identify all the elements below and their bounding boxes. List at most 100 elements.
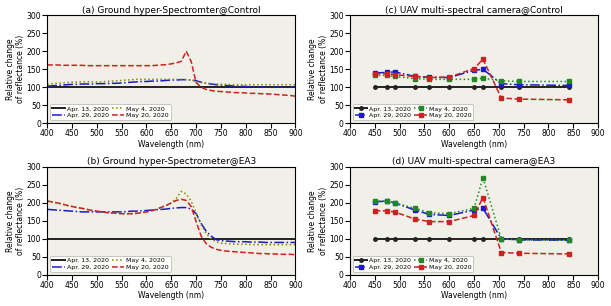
Apr. 13, 2020 [426, 237, 433, 241]
Apr. 29, 2020 [371, 200, 378, 204]
Apr. 29, 2020 [445, 214, 453, 217]
Apr. 29, 2020 [213, 83, 220, 87]
Apr. 29, 2020 [123, 210, 130, 213]
May 4, 2020 [391, 75, 398, 78]
Y-axis label: Relative change
of reflectance (%): Relative change of reflectance (%) [5, 187, 25, 255]
May 4, 2020 [291, 243, 299, 246]
Line: May 20, 2020: May 20, 2020 [47, 199, 295, 255]
Apr. 29, 2020 [213, 238, 220, 241]
Legend: Apr. 13, 2020, Apr. 29, 2020, May 4, 2020, May 20, 2020: Apr. 13, 2020, Apr. 29, 2020, May 4, 202… [353, 104, 474, 120]
May 4, 2020 [43, 83, 51, 86]
May 4, 2020 [384, 199, 391, 203]
May 4, 2020 [98, 210, 106, 214]
May 4, 2020 [123, 212, 130, 215]
X-axis label: Wavelength (nm): Wavelength (nm) [138, 140, 204, 149]
Line: May 4, 2020: May 4, 2020 [373, 176, 571, 242]
May 4, 2020 [515, 238, 522, 242]
May 20, 2020 [178, 197, 185, 201]
Apr. 29, 2020 [291, 241, 299, 244]
May 20, 2020 [411, 217, 419, 221]
May 20, 2020 [411, 75, 419, 78]
Apr. 29, 2020 [566, 238, 573, 242]
Y-axis label: Relative change
of reflectance (%): Relative change of reflectance (%) [5, 35, 25, 103]
May 20, 2020 [470, 67, 478, 70]
Apr. 13, 2020 [470, 237, 478, 241]
Apr. 29, 2020 [515, 83, 522, 87]
May 4, 2020 [566, 80, 573, 83]
May 4, 2020 [371, 73, 378, 77]
May 4, 2020 [566, 238, 573, 242]
Apr. 29, 2020 [411, 208, 419, 212]
May 20, 2020 [498, 96, 505, 100]
Apr. 29, 2020 [479, 207, 486, 210]
May 20, 2020 [213, 248, 220, 251]
Apr. 29, 2020 [470, 208, 478, 212]
Y-axis label: Relative change
of reflectance (%): Relative change of reflectance (%) [309, 35, 327, 103]
Title: (b) Ground hyper-Spectrometer@EA3: (b) Ground hyper-Spectrometer@EA3 [87, 157, 256, 166]
Apr. 13, 2020 [118, 85, 125, 89]
May 20, 2020 [566, 98, 573, 102]
Apr. 13, 2020 [371, 85, 378, 89]
May 20, 2020 [43, 199, 51, 203]
May 20, 2020 [498, 251, 505, 254]
May 4, 2020 [43, 199, 51, 203]
Apr. 29, 2020 [445, 76, 453, 79]
Apr. 29, 2020 [391, 70, 398, 74]
May 4, 2020 [445, 77, 453, 81]
Line: Apr. 13, 2020: Apr. 13, 2020 [373, 85, 571, 89]
May 20, 2020 [213, 89, 220, 93]
Apr. 13, 2020 [445, 237, 453, 241]
Apr. 13, 2020 [515, 237, 522, 241]
May 20, 2020 [291, 253, 299, 256]
Apr. 13, 2020 [426, 85, 433, 89]
May 20, 2020 [391, 210, 398, 214]
May 20, 2020 [43, 63, 51, 67]
Apr. 29, 2020 [123, 81, 130, 84]
May 20, 2020 [118, 212, 125, 215]
May 20, 2020 [445, 220, 453, 223]
May 4, 2020 [213, 240, 220, 244]
Apr. 29, 2020 [178, 78, 185, 81]
May 20, 2020 [515, 252, 522, 255]
Apr. 13, 2020 [371, 237, 378, 241]
May 4, 2020 [227, 83, 235, 87]
Apr. 29, 2020 [411, 75, 419, 78]
Apr. 29, 2020 [227, 240, 235, 243]
May 20, 2020 [426, 76, 433, 79]
Apr. 13, 2020 [43, 85, 51, 89]
Apr. 29, 2020 [384, 199, 391, 203]
May 4, 2020 [470, 77, 478, 81]
Apr. 13, 2020 [123, 85, 130, 89]
Apr. 29, 2020 [371, 71, 378, 75]
May 20, 2020 [445, 75, 453, 79]
Apr. 29, 2020 [118, 81, 125, 85]
May 20, 2020 [391, 73, 398, 76]
Apr. 13, 2020 [391, 237, 398, 241]
Apr. 29, 2020 [98, 210, 106, 214]
May 4, 2020 [479, 176, 486, 180]
May 4, 2020 [291, 83, 299, 87]
Apr. 29, 2020 [426, 75, 433, 79]
May 4, 2020 [123, 78, 130, 82]
May 4, 2020 [445, 212, 453, 215]
Apr. 29, 2020 [287, 85, 294, 89]
May 20, 2020 [470, 214, 478, 217]
May 4, 2020 [287, 243, 294, 246]
X-axis label: Wavelength (nm): Wavelength (nm) [441, 140, 507, 149]
Line: Apr. 13, 2020: Apr. 13, 2020 [373, 237, 571, 241]
May 20, 2020 [98, 210, 106, 214]
Apr. 13, 2020 [384, 85, 391, 89]
Legend: Apr. 13, 2020, Apr. 29, 2020, May 4, 2020, May 20, 2020: Apr. 13, 2020, Apr. 29, 2020, May 4, 202… [353, 256, 474, 272]
May 20, 2020 [118, 64, 125, 68]
Apr. 29, 2020 [470, 69, 478, 72]
Apr. 13, 2020 [291, 85, 299, 89]
Apr. 13, 2020 [222, 85, 230, 89]
May 20, 2020 [123, 212, 130, 215]
May 4, 2020 [479, 76, 486, 80]
Apr. 13, 2020 [207, 85, 214, 89]
Line: Apr. 29, 2020: Apr. 29, 2020 [373, 200, 571, 242]
Apr. 13, 2020 [479, 237, 486, 241]
Legend: Apr. 13, 2020, Apr. 29, 2020, May 4, 2020, May 20, 2020: Apr. 13, 2020, Apr. 29, 2020, May 4, 202… [50, 104, 170, 120]
Title: (a) Ground hyper-Spectromter@Control: (a) Ground hyper-Spectromter@Control [82, 6, 261, 15]
Apr. 29, 2020 [43, 207, 51, 211]
